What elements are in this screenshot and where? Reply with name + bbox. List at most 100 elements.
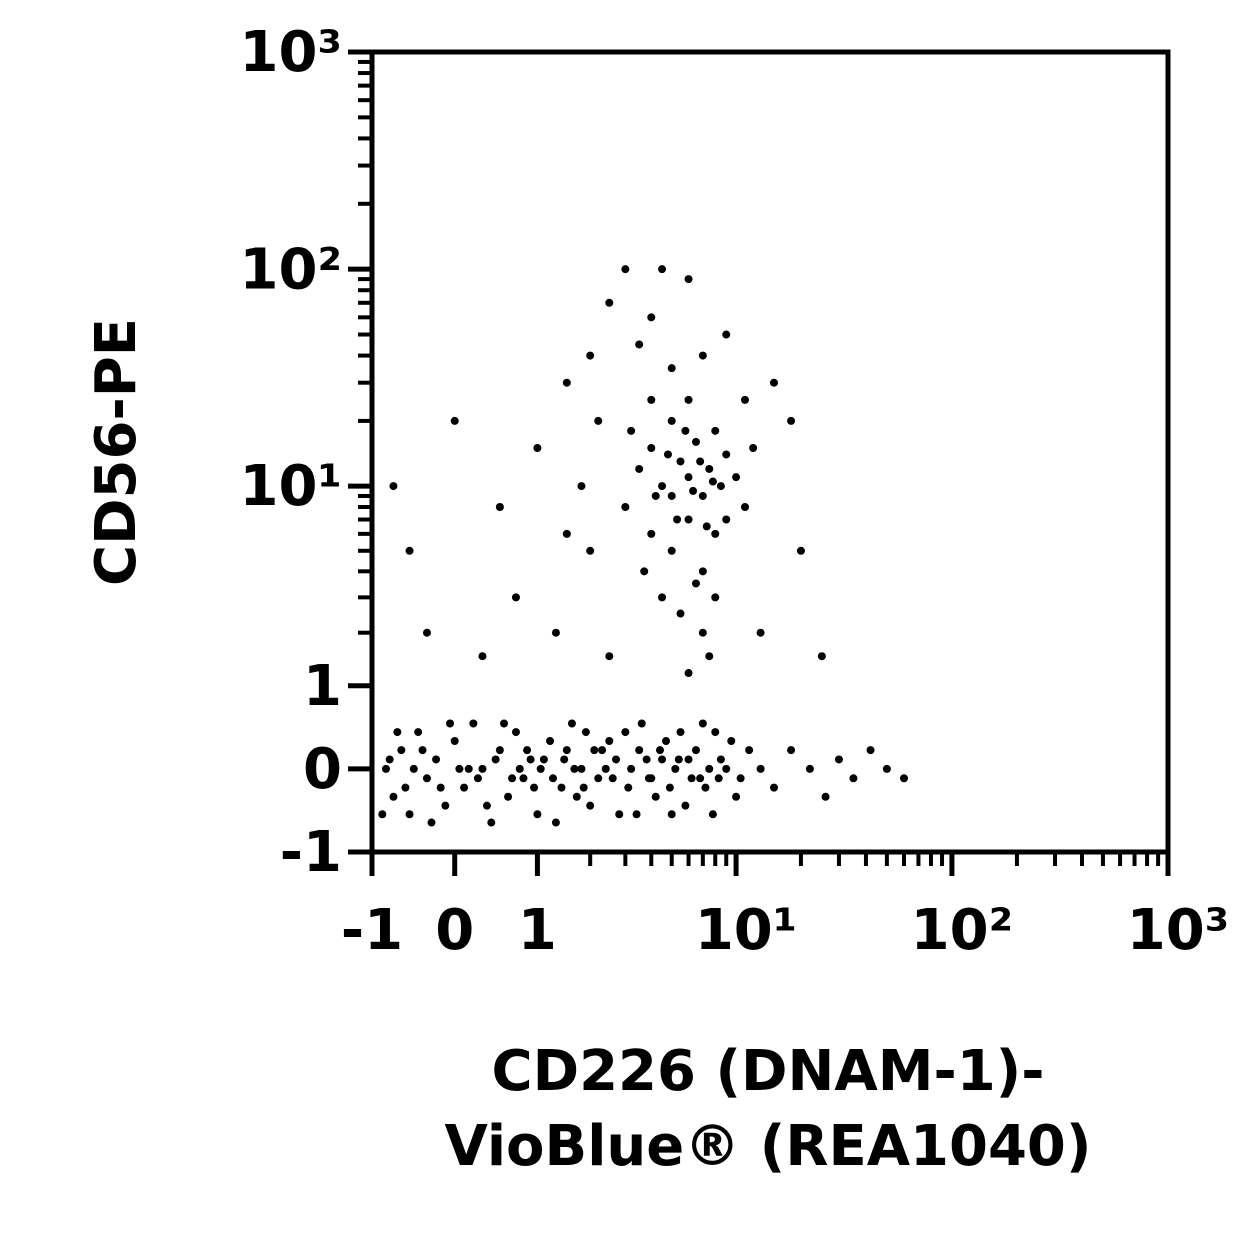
point — [590, 746, 599, 755]
point — [651, 491, 660, 500]
point — [551, 628, 560, 637]
point — [769, 378, 778, 387]
point — [736, 774, 745, 783]
point — [647, 395, 656, 404]
point — [581, 728, 590, 737]
point — [722, 764, 731, 773]
point — [478, 652, 487, 661]
point — [562, 378, 571, 387]
point — [655, 746, 664, 755]
point — [549, 774, 558, 783]
point — [722, 330, 731, 339]
point — [562, 746, 571, 755]
point — [684, 669, 693, 678]
point — [676, 728, 685, 737]
point — [708, 477, 717, 486]
point — [681, 426, 690, 435]
point — [732, 792, 741, 801]
point — [740, 503, 749, 512]
point — [711, 426, 720, 435]
point — [511, 728, 520, 737]
point — [422, 628, 431, 637]
point — [491, 755, 500, 764]
point — [594, 416, 603, 425]
point — [691, 579, 700, 588]
point — [586, 801, 595, 810]
point — [504, 792, 513, 801]
point — [705, 764, 714, 773]
point — [397, 746, 406, 755]
point — [405, 546, 414, 555]
point — [663, 450, 672, 459]
point — [714, 774, 723, 783]
point — [658, 593, 667, 602]
point — [441, 801, 450, 810]
point — [577, 764, 586, 773]
point — [647, 443, 656, 452]
x-tick-label: 10¹ — [695, 898, 797, 963]
point — [756, 628, 765, 637]
point — [671, 764, 680, 773]
point — [533, 810, 542, 819]
point — [647, 313, 656, 322]
point — [586, 351, 595, 360]
point — [598, 746, 607, 755]
point — [551, 818, 560, 827]
x-axis-title: VioBlue® (REA1040) — [444, 1114, 1091, 1179]
point — [787, 746, 796, 755]
point — [866, 746, 875, 755]
point — [530, 783, 539, 792]
point — [658, 265, 667, 274]
point — [557, 783, 566, 792]
point — [594, 774, 603, 783]
point — [684, 473, 693, 482]
point — [536, 764, 545, 773]
point — [691, 746, 700, 755]
point — [632, 810, 641, 819]
point — [745, 746, 754, 755]
point — [727, 736, 736, 745]
point — [787, 416, 796, 425]
point — [418, 746, 427, 755]
point — [601, 764, 610, 773]
point — [385, 755, 394, 764]
point — [667, 364, 676, 373]
point — [515, 764, 524, 773]
y-tick-label: 10¹ — [240, 454, 342, 519]
y-tick-label: 0 — [303, 737, 342, 802]
point — [381, 764, 390, 773]
point — [640, 567, 649, 576]
point — [436, 783, 445, 792]
point — [389, 482, 398, 491]
point — [716, 482, 725, 491]
x-tick-label: 1 — [518, 898, 557, 963]
point — [749, 443, 758, 452]
point — [570, 764, 579, 773]
point — [644, 774, 653, 783]
point — [732, 473, 741, 482]
point — [621, 728, 630, 737]
point — [708, 810, 717, 819]
point — [673, 515, 682, 524]
point — [469, 719, 478, 728]
point — [711, 593, 720, 602]
point — [627, 764, 636, 773]
point — [687, 774, 696, 783]
point — [389, 792, 398, 801]
point — [711, 728, 720, 737]
point — [615, 810, 624, 819]
point — [705, 464, 714, 473]
point — [378, 810, 387, 819]
point — [635, 340, 644, 349]
point — [562, 529, 571, 538]
point — [572, 792, 581, 801]
point — [716, 755, 725, 764]
point — [676, 609, 685, 618]
point — [698, 491, 707, 500]
point — [523, 746, 532, 755]
point — [711, 529, 720, 538]
point — [409, 764, 418, 773]
